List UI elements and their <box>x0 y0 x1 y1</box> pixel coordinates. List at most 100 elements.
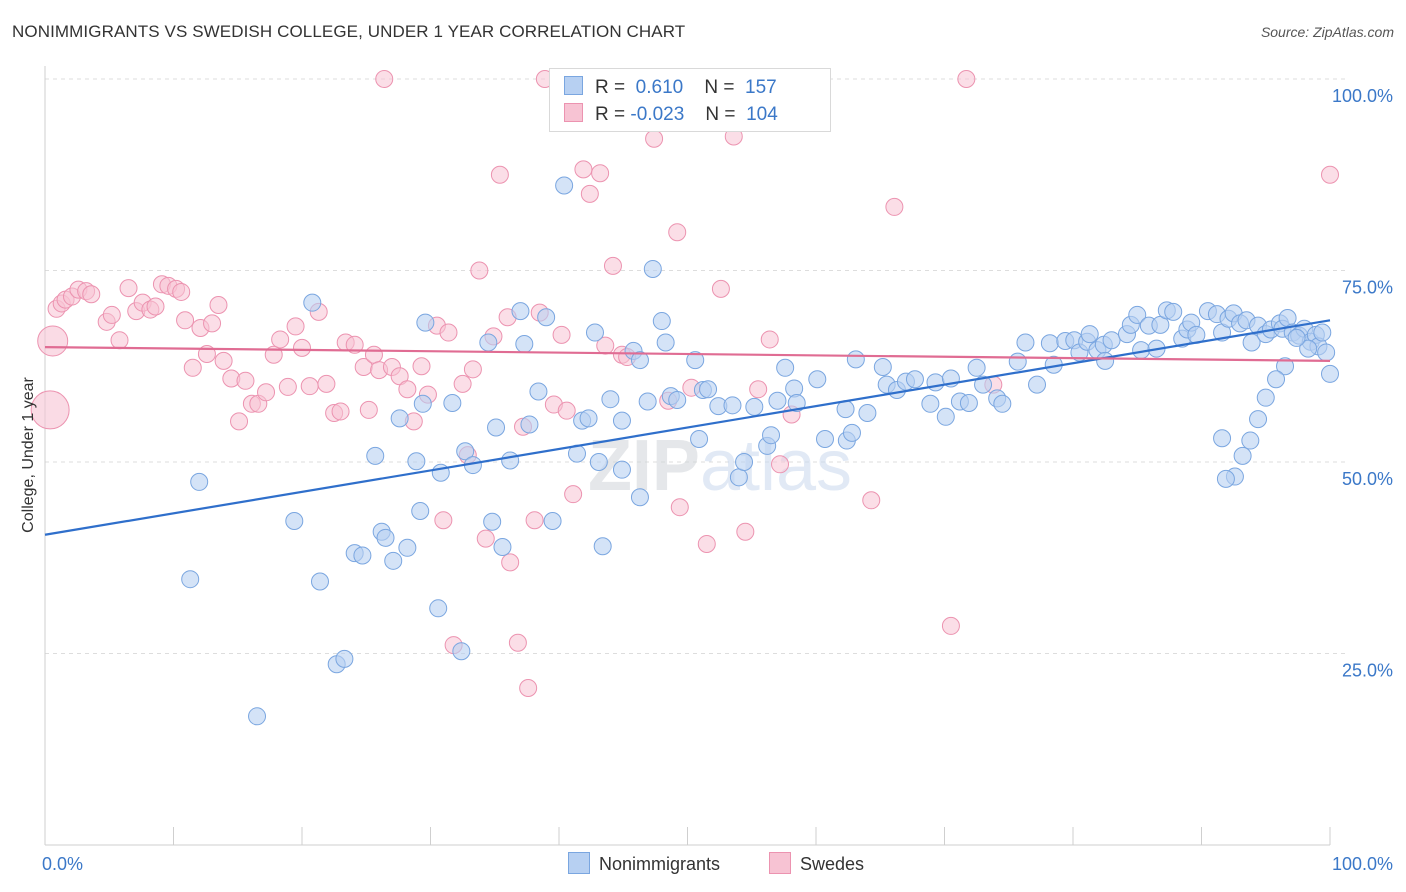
swedes-point <box>697 534 716 553</box>
nonimmigrants-point <box>959 394 978 413</box>
swedes-point <box>230 412 249 431</box>
swedes-point <box>257 383 276 402</box>
nonimmigrants-point <box>1028 375 1047 394</box>
nonimmigrants-point <box>429 599 448 618</box>
nonimmigrants-point <box>1317 343 1336 362</box>
chart-title: NONIMMIGRANTS VS SWEDISH COLLEGE, UNDER … <box>12 22 686 41</box>
swedes-point <box>525 511 544 530</box>
legend-row-swedes: R = -0.023 N = 104 <box>564 103 778 127</box>
nonimmigrants-point <box>1008 352 1027 371</box>
swedes-point <box>119 279 138 298</box>
y-tick-label: 50.0% <box>1342 469 1393 489</box>
correlation-legend: R = 0.610 N = 157 R = -0.023 N = 104 <box>549 68 831 132</box>
nonimmigrants-point <box>366 446 385 465</box>
nonimmigrants-point <box>483 512 502 531</box>
nonimmigrants-point <box>656 333 675 352</box>
swedes-point <box>317 374 336 393</box>
nonimmigrants-point <box>1096 351 1115 370</box>
nonimmigrants-point <box>589 453 608 471</box>
nonimmigrants-point <box>411 502 430 521</box>
swedes-point <box>300 377 319 396</box>
legend-n-value: 157 <box>745 77 777 98</box>
nonimmigrants-point <box>555 176 574 195</box>
swedes-point <box>476 529 495 548</box>
nonimmigrants-point <box>1249 410 1268 429</box>
nonimmigrants-point <box>413 394 432 413</box>
swedes-point <box>176 311 195 330</box>
nonimmigrants-point <box>601 390 620 409</box>
swedes-point <box>412 357 431 376</box>
nonimmigrants-point <box>285 511 304 530</box>
bottom-legend-label: Nonimmigrants <box>599 854 721 874</box>
swedes-point <box>552 325 571 344</box>
nonimmigrants-point <box>384 551 403 570</box>
nonimmigrants-point <box>190 472 209 491</box>
legend-n-value: 104 <box>746 104 778 125</box>
swedes-point <box>771 455 790 474</box>
y-axis-label: College, Under 1 year <box>20 377 37 533</box>
swedes-point <box>236 371 255 390</box>
nonimmigrants-point <box>936 407 955 426</box>
legend-row-nonimmigrants: R = 0.610 N = 157 <box>564 76 777 100</box>
nonimmigrants-point <box>310 572 329 591</box>
nonimmigrants-point <box>1213 429 1232 448</box>
swedes-point <box>519 678 538 697</box>
nonimmigrants-point <box>335 649 354 668</box>
swedes-point <box>574 160 593 179</box>
nonimmigrants-point <box>967 358 986 377</box>
swedes-point <box>645 129 664 148</box>
swedes-point <box>209 295 228 314</box>
nonimmigrants-point <box>520 415 539 434</box>
nonimmigrants-point <box>181 570 200 589</box>
nonimmigrants-point <box>652 312 671 331</box>
nonimmigrants-point <box>585 323 604 342</box>
nonimmigrants-point <box>537 308 556 327</box>
nonimmigrants-point <box>612 460 631 479</box>
nonimmigrants-point <box>376 528 395 547</box>
nonimmigrants-points <box>181 176 1339 726</box>
legend-swatch-pink <box>564 103 583 122</box>
legend-r-label: R = <box>595 77 626 98</box>
nonimmigrants-point <box>543 511 562 530</box>
nonimmigrants-point <box>579 409 598 428</box>
swedes-point <box>508 633 527 652</box>
swedes-point <box>146 297 165 316</box>
nonimmigrants-point <box>630 488 649 507</box>
swedes-point <box>749 380 768 399</box>
swedes-point <box>862 491 881 510</box>
nonimmigrants-point <box>416 313 435 332</box>
swedes-point <box>463 360 482 379</box>
swedes-points <box>30 70 1339 697</box>
swedes-point <box>214 351 233 370</box>
swedes-point <box>1321 165 1339 184</box>
source-note: Source: ZipAtlas.com <box>1260 24 1394 40</box>
nonimmigrants-point <box>787 394 806 413</box>
swedes-point <box>30 390 70 430</box>
axes <box>44 66 1331 846</box>
nonimmigrants-point <box>729 468 748 487</box>
nonimmigrants-point <box>776 358 795 377</box>
swedes-point <box>37 325 69 357</box>
swedes-point <box>364 345 383 364</box>
swedes-point <box>591 164 610 183</box>
nonimmigrants-point <box>926 373 945 392</box>
nonimmigrants-point <box>686 351 705 370</box>
nonimmigrants-point <box>529 382 548 401</box>
tick-labels: 25.0% 50.0% 75.0% 100.0% 0.0% 100.0% <box>42 86 1393 874</box>
nonimmigrants-point <box>303 293 322 312</box>
swedes-point <box>398 380 417 399</box>
nonimmigrants-point <box>846 350 865 369</box>
nonimmigrants-point <box>493 538 512 557</box>
x-tick-label: 100.0% <box>1332 854 1393 874</box>
nonimmigrants-point <box>452 642 471 661</box>
nonimmigrants-point <box>921 394 940 413</box>
swedes-point <box>183 358 202 377</box>
nonimmigrants-point <box>1287 328 1306 347</box>
swedes-point <box>278 377 297 396</box>
swedes-point <box>359 400 378 419</box>
nonimmigrants-point <box>248 707 267 726</box>
nonimmigrants-point <box>1233 446 1252 465</box>
nonimmigrants-point <box>511 302 530 321</box>
legend-n-label: N = <box>705 104 736 125</box>
